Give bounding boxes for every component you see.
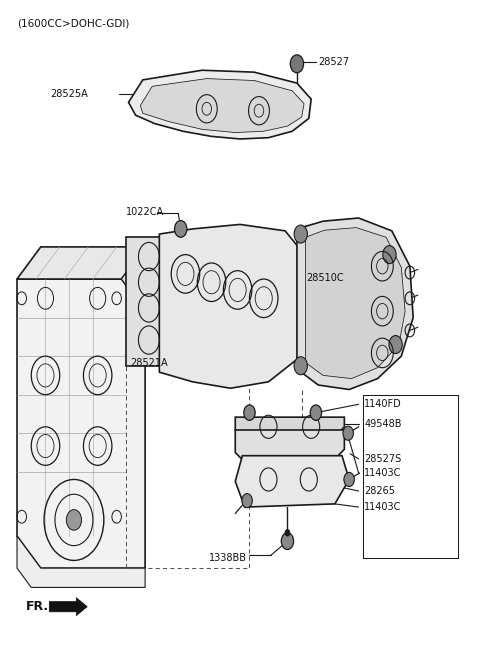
- Circle shape: [66, 510, 82, 530]
- Polygon shape: [126, 237, 171, 365]
- Circle shape: [242, 494, 252, 508]
- Polygon shape: [17, 536, 145, 587]
- Text: 1022CA: 1022CA: [126, 207, 164, 217]
- Text: 11403C: 11403C: [364, 468, 402, 478]
- Text: 28527S: 28527S: [364, 454, 402, 464]
- Polygon shape: [49, 597, 87, 616]
- Polygon shape: [121, 247, 145, 311]
- Circle shape: [175, 220, 187, 237]
- Circle shape: [343, 426, 353, 440]
- Circle shape: [310, 405, 322, 421]
- Text: 49548B: 49548B: [364, 419, 402, 428]
- Circle shape: [344, 472, 354, 487]
- Circle shape: [383, 246, 396, 264]
- Polygon shape: [235, 430, 344, 462]
- Text: 28525A: 28525A: [50, 89, 88, 99]
- Polygon shape: [235, 456, 349, 507]
- Text: 11403C: 11403C: [364, 502, 402, 512]
- Text: 28521A: 28521A: [130, 358, 168, 367]
- Polygon shape: [235, 417, 344, 439]
- Text: 28527: 28527: [318, 57, 349, 67]
- Polygon shape: [159, 224, 309, 388]
- Polygon shape: [140, 78, 304, 133]
- Circle shape: [294, 357, 307, 375]
- Circle shape: [389, 336, 402, 354]
- Polygon shape: [297, 218, 413, 389]
- Polygon shape: [129, 70, 311, 139]
- Polygon shape: [17, 279, 145, 568]
- Circle shape: [244, 405, 255, 421]
- Circle shape: [294, 225, 307, 243]
- Text: 28510C: 28510C: [306, 273, 344, 283]
- Text: FR.: FR.: [25, 600, 48, 613]
- Polygon shape: [17, 247, 145, 279]
- Circle shape: [290, 55, 303, 73]
- Text: (1600CC>DOHC-GDI): (1600CC>DOHC-GDI): [17, 19, 130, 29]
- Text: 1338BB: 1338BB: [209, 553, 247, 564]
- Circle shape: [285, 529, 290, 536]
- Text: 28265: 28265: [364, 486, 396, 496]
- Circle shape: [281, 533, 294, 550]
- Text: 1140FD: 1140FD: [364, 399, 402, 410]
- Polygon shape: [305, 227, 405, 378]
